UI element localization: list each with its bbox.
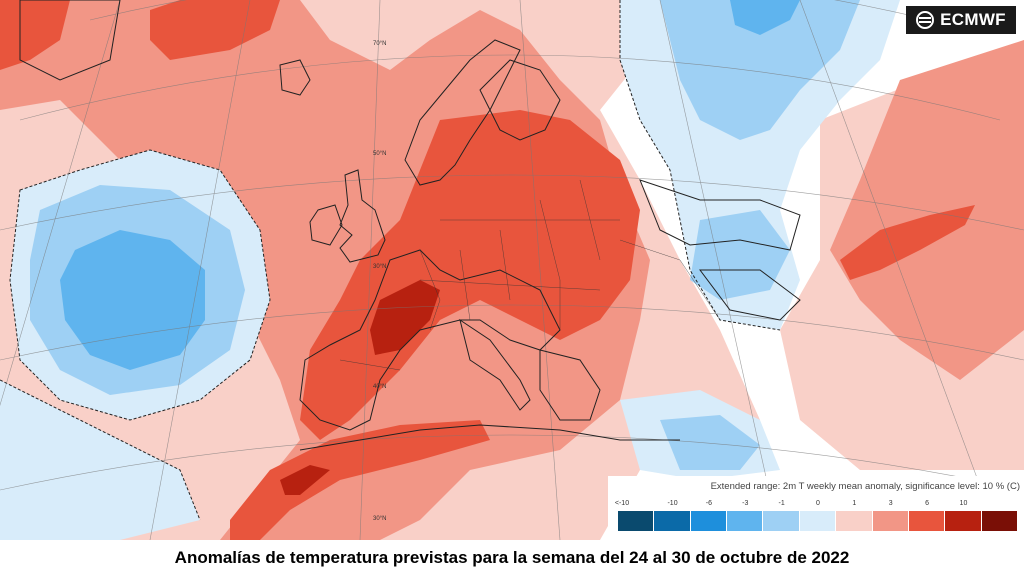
latitude-label: 50°N (373, 151, 386, 157)
legend-swatch (799, 511, 836, 531)
latitude-label: 40°N (373, 384, 386, 390)
ecmwf-logo-icon (916, 11, 935, 29)
anomaly-map-canvas: 70°N 50°N 30°N 40°N 30°N (0, 0, 1024, 540)
legend-swatch (654, 511, 690, 531)
legend-swatch (690, 511, 727, 531)
coastlines (19, 0, 801, 451)
legend-tick-label: 3 (888, 500, 893, 507)
anomaly-region-red-africa (230, 420, 490, 540)
legend-swatch (763, 511, 799, 531)
anomaly-region-dark-red (370, 280, 440, 355)
legend-swatch (981, 511, 1017, 531)
legend-tick-label: 6 (925, 500, 930, 507)
legend-tick-label: <-10 (614, 500, 630, 507)
latitude-label: 30°N (373, 264, 386, 270)
legend-swatch (727, 511, 763, 531)
legend-swatch (872, 511, 908, 531)
legend-tick-label: -3 (742, 500, 749, 507)
anomaly-region-light-blue-canary (0, 380, 200, 540)
country-borders (339, 179, 721, 371)
anomaly-region-mid-blue-atlantic (60, 230, 205, 370)
significance-contours (0, 0, 781, 521)
color-legend: Extended range: 2m T weekly mean anomaly… (608, 476, 1024, 540)
legend-tick-label: 0 (816, 500, 820, 507)
anomaly-region-blue-black-sea (690, 210, 790, 300)
legend-swatch (945, 511, 981, 531)
legend-tick-label: -1 (778, 500, 785, 507)
legend-tick-label: -10 (667, 500, 678, 507)
legend-title: Extended range: 2m T weekly mean anomaly… (710, 481, 1020, 492)
legend-tick-label: 10 (959, 500, 968, 507)
logo-text: ECMWF (940, 10, 1006, 29)
anomaly-map: 70°N 50°N 30°N 40°N 30°N ECMWF Extended … (0, 0, 1024, 540)
anomaly-region-red-nw (0, 0, 70, 70)
anomaly-region-blue-southeast (660, 415, 760, 470)
anomaly-region-mid-blue-north (730, 0, 800, 35)
latitude-label: 30°N (373, 516, 386, 522)
anomaly-region-dark-red-africa (280, 465, 330, 495)
anomaly-region-red (300, 110, 640, 440)
legend-swatch (618, 511, 654, 531)
anomaly-region-pink-east (830, 40, 1024, 380)
map-caption: Anomalías de temperatura previstas para … (0, 540, 1024, 576)
legend-tick-label: -6 (705, 500, 713, 507)
latitude-label: 70°N (373, 41, 386, 47)
ecmwf-logo: ECMWF (906, 6, 1016, 34)
legend-tick-label: 1 (852, 500, 857, 507)
legend-swatch (836, 511, 872, 531)
anomaly-region-red-east (840, 205, 975, 280)
legend-swatch (908, 511, 945, 531)
anomaly-region-blue-russia (660, 0, 860, 140)
